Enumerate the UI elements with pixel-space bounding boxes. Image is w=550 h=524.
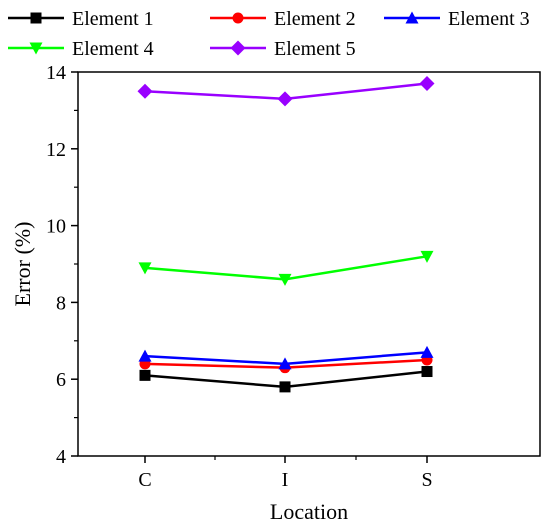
x-tick-label: I <box>282 469 289 491</box>
data-point <box>420 250 434 263</box>
data-point <box>420 345 434 358</box>
legend: Element 1 Element 2 Element 3 Element 4 Elem… <box>8 8 530 60</box>
y-axis-label: Error (%) <box>10 222 35 307</box>
legend-item-3: Element 3 <box>384 8 530 30</box>
x-axis-label: Location <box>270 499 348 524</box>
legend-item-5: Element 5 <box>210 38 356 60</box>
legend-marker <box>30 12 42 24</box>
data-point <box>277 91 293 107</box>
legend-item-2: Element 2 <box>210 8 356 30</box>
legend-label: Element 4 <box>72 38 154 60</box>
legend-label: Element 1 <box>72 8 154 30</box>
legend-label: Element 5 <box>274 38 356 60</box>
y-tick-label: 6 <box>56 369 66 391</box>
legend-marker <box>29 42 43 55</box>
series-1 <box>139 366 433 393</box>
data-point <box>137 83 153 99</box>
series-3 <box>138 345 434 370</box>
data-point <box>138 262 152 275</box>
data-point <box>139 369 151 381</box>
data-point <box>421 366 433 378</box>
data-point <box>279 381 291 393</box>
legend-marker <box>232 12 244 24</box>
legend-label: Element 3 <box>448 8 530 30</box>
data-point <box>419 76 435 92</box>
legend-item-1: Element 1 <box>8 8 154 30</box>
x-tick-label: S <box>421 469 432 491</box>
data-point <box>278 273 292 286</box>
data-point <box>278 357 292 370</box>
y-tick-label: 8 <box>56 292 66 314</box>
y-tick-label: 10 <box>46 216 66 238</box>
legend-item-4: Element 4 <box>8 38 154 60</box>
x-tick-label: C <box>138 469 151 491</box>
y-axis: 4 6 8 10 12 14 <box>46 62 78 468</box>
data-point <box>138 349 152 362</box>
series-group <box>137 76 435 393</box>
y-tick-label: 12 <box>46 139 66 161</box>
series-5 <box>137 76 435 107</box>
legend-label: Element 2 <box>274 8 356 30</box>
legend-marker <box>405 11 419 24</box>
series-4 <box>138 250 434 286</box>
legend-marker <box>230 40 246 56</box>
y-tick-label: 4 <box>56 446 66 468</box>
y-tick-label: 14 <box>46 62 66 84</box>
